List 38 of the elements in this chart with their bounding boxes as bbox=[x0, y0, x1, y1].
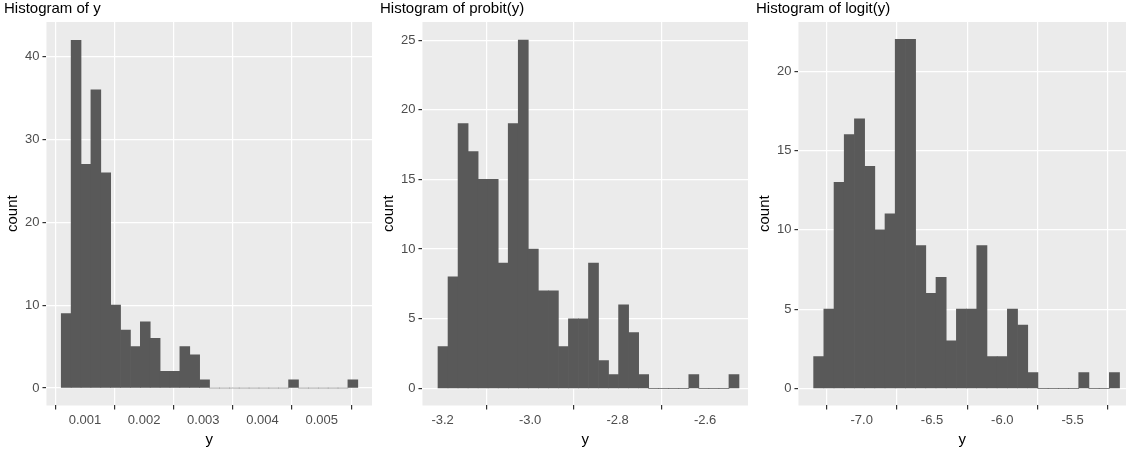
y-tick-label: 30 bbox=[24, 131, 40, 147]
chart-title: Histogram of y bbox=[4, 0, 102, 17]
x-tick-label: -2.6 bbox=[693, 411, 717, 427]
x-tick-label: 0.003 bbox=[187, 411, 220, 427]
y-tick-label: 15 bbox=[400, 171, 416, 187]
y-tick-label: 20 bbox=[776, 62, 792, 78]
chart-title: Histogram of probit(y) bbox=[380, 0, 525, 17]
x-tick-label: -3.0 bbox=[518, 411, 542, 427]
x-tick-label: -6.5 bbox=[920, 411, 944, 427]
x-tick-label: -3.2 bbox=[431, 411, 454, 427]
y-axis-title: count bbox=[379, 194, 397, 233]
x-axis-title: y bbox=[205, 430, 214, 448]
x-tick-label: -2.8 bbox=[606, 411, 629, 427]
x-tick-label: -6.0 bbox=[991, 411, 1014, 427]
x-tick-label: 0.002 bbox=[127, 411, 161, 427]
x-tick-label: 0.004 bbox=[246, 411, 279, 427]
x-tick-label: -7.0 bbox=[850, 411, 873, 427]
y-axis-title: count bbox=[3, 194, 21, 233]
y-tick-label: 0 bbox=[784, 380, 792, 396]
x-tick-label: 0.001 bbox=[68, 411, 102, 427]
y-tick-label: 15 bbox=[776, 142, 792, 158]
y-tick-label: 10 bbox=[400, 240, 416, 256]
x-axis-title: y bbox=[581, 430, 590, 448]
x-axis-title: y bbox=[958, 430, 967, 448]
y-tick-label: 20 bbox=[400, 101, 416, 117]
y-tick-label: 20 bbox=[24, 213, 40, 229]
y-tick-label: 5 bbox=[408, 310, 416, 326]
x-tick-label: 0.005 bbox=[305, 411, 338, 427]
y-tick-label: 10 bbox=[24, 296, 40, 312]
y-axis-title: count bbox=[755, 194, 773, 233]
y-tick-label: 5 bbox=[784, 300, 792, 316]
y-tick-label: 40 bbox=[24, 48, 40, 64]
y-tick-label: 0 bbox=[32, 379, 40, 395]
chart-title: Histogram of logit(y) bbox=[756, 0, 891, 17]
y-tick-label: 10 bbox=[776, 221, 792, 237]
y-tick-label: 25 bbox=[400, 31, 416, 47]
y-tick-label: 0 bbox=[408, 379, 416, 395]
x-tick-label: -5.5 bbox=[1061, 411, 1084, 427]
